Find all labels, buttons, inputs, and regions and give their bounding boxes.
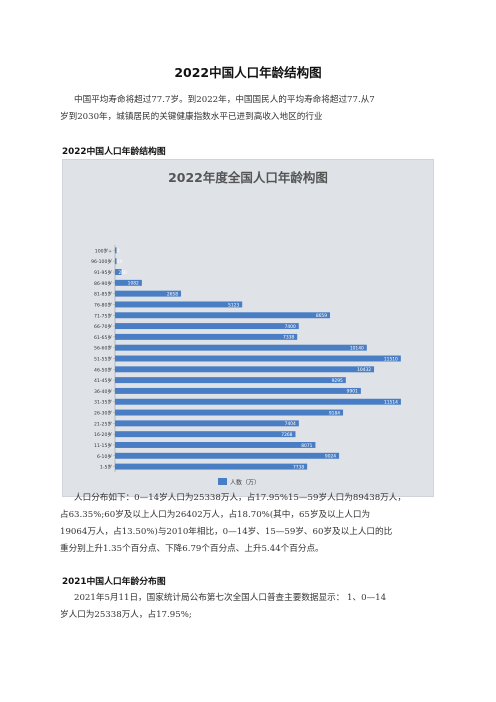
census-paragraph: 2021年5月11日，国家统计局公布第七次全国人口普查主要数据显示： 1、0—1… — [60, 590, 460, 624]
y-tick-label: 1-5岁 — [100, 464, 113, 471]
bar-data-label: 7404 — [285, 421, 296, 427]
bar — [115, 312, 331, 319]
population-paragraph: 人口分布如下：0—14岁人口为25338万人，占17.95%15—59岁人口为8… — [60, 490, 460, 558]
bar — [115, 387, 361, 394]
population-line: 人口分布如下：0—14岁人口为25338万人，占17.95%15—59岁人口为8… — [74, 493, 406, 503]
y-tick-label: 36-40岁 — [94, 388, 112, 395]
bar — [115, 377, 346, 384]
bar-data-label: 260 — [118, 270, 127, 276]
bar — [115, 355, 401, 362]
bar-data-label: 5123 — [228, 302, 239, 308]
age-structure-chart: 2022年度全国人口年龄构图 100岁+ 4 96-100岁 40 91-95岁 260 8… — [62, 159, 434, 497]
bar-data-label: 9295 — [332, 378, 343, 384]
bar — [115, 290, 182, 297]
bar-data-label: 9901 — [347, 389, 358, 395]
y-tick-label: 26-30岁 — [94, 410, 112, 417]
bar — [115, 301, 243, 308]
y-tick-label: 76-80岁 — [94, 301, 112, 308]
y-tick-label: 6-10岁 — [97, 453, 112, 460]
bar-data-label: 7268 — [281, 432, 292, 438]
bar-data-label: 11510 — [384, 356, 398, 362]
y-tick-label: 11-15岁 — [94, 442, 112, 449]
bar-data-label: 9184 — [329, 410, 340, 416]
intro-line: 岁到2030年，城镇居民的关键健康指数水平已进到高收入地区的行业 — [60, 112, 323, 122]
bars-layer: 100岁+ 4 96-100岁 40 91-95岁 260 86-90岁 1082 81-85岁… — [91, 245, 401, 472]
bar — [115, 366, 375, 373]
bar-data-label: 7400 — [285, 324, 296, 330]
census-line: 2021年5月11日，国家统计局公布第七次全国人口普查主要数据显示： 1、0—1… — [74, 593, 387, 603]
intro-paragraph: 中国平均寿命将超过77.7岁。到2022年，中国国民人的平均寿命将超过77.从7… — [60, 92, 460, 126]
bar-data-label: 40 — [117, 259, 123, 265]
bar — [115, 409, 344, 416]
bar — [115, 269, 122, 275]
chart-legend: 人数（万） — [218, 478, 260, 487]
bar-data-label: 7338 — [283, 335, 294, 341]
bar — [115, 442, 316, 448]
bar-data-label: 8659 — [316, 313, 327, 319]
y-tick-label: 46-50岁 — [94, 366, 112, 373]
y-tick-label: 100岁+ — [95, 247, 112, 254]
bar-data-label: 10140 — [350, 345, 364, 351]
bar — [115, 344, 367, 351]
bar-data-label: 2658 — [167, 291, 178, 297]
y-tick-label: 31-35岁 — [94, 399, 112, 406]
bar — [115, 420, 299, 427]
population-line: 重分别上升1.35个百分点、下降6.79个百分点、上升5.44个百分点。 — [60, 544, 324, 554]
y-tick-label: 21-25岁 — [94, 420, 112, 427]
bar-data-label: 1082 — [128, 281, 139, 287]
legend-swatch — [218, 478, 227, 485]
bar-data-label: 11514 — [384, 400, 398, 406]
population-line: 19064万人，占13.50%)与2010年相比，0—14岁、15—59岁、60… — [60, 527, 393, 537]
bar — [115, 323, 299, 330]
section-heading-distribution: 2021中国人口年龄分布图 — [62, 577, 166, 587]
legend-label: 人数（万） — [230, 479, 260, 487]
y-tick-label: 71-75岁 — [94, 312, 112, 319]
bar — [115, 258, 117, 265]
section-heading-structure: 2022中国人口年龄结构图 — [62, 147, 166, 157]
page-title: 2022中国人口年龄结构图 — [174, 65, 322, 80]
bar — [115, 452, 340, 459]
y-tick-label: 66-70岁 — [94, 323, 112, 330]
y-tick-label: 91-95岁 — [94, 269, 112, 276]
bar — [115, 247, 117, 254]
y-tick-label: 81-85岁 — [94, 291, 112, 298]
y-tick-label: 41-45岁 — [94, 377, 112, 384]
y-tick-label: 96-100岁 — [91, 258, 112, 265]
y-tick-label: 16-20岁 — [94, 431, 112, 438]
bar-data-label: 10432 — [357, 367, 371, 373]
y-tick-label: 56-60岁 — [94, 345, 112, 352]
bar — [115, 398, 401, 405]
intro-line: 中国平均寿命将超过77.7岁。到2022年，中国国民人的平均寿命将超过77.从7 — [74, 95, 375, 105]
y-tick-label: 61-65岁 — [94, 334, 112, 341]
bar-data-label: 8071 — [301, 443, 312, 449]
bar — [115, 431, 296, 438]
population-line: 占63.35%;60岁及以上人口为26402万人，占18.70%(其中，65岁及… — [60, 510, 371, 520]
bar-data-label: 4 — [117, 248, 120, 254]
bar — [115, 333, 298, 340]
bar-data-label: 9024 — [325, 454, 336, 460]
bar — [115, 463, 308, 470]
chart-svg: 2022年度全国人口年龄构图 100岁+ 4 96-100岁 40 91-95岁 260 8… — [91, 170, 401, 487]
y-tick-label: 86-90岁 — [94, 280, 112, 287]
y-tick-label: 51-55岁 — [94, 356, 112, 363]
chart-title: 2022年度全国人口年龄构图 — [168, 170, 328, 185]
census-line: 岁人口为25338万人，占17.95%; — [60, 610, 192, 620]
bar-data-label: 7738 — [293, 464, 304, 470]
bar — [115, 279, 142, 286]
